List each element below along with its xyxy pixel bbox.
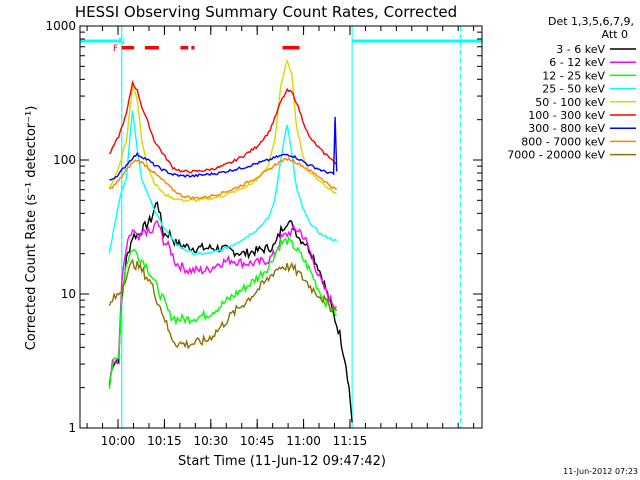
series-line bbox=[108, 235, 337, 390]
x-tick-label: 11:00 bbox=[286, 434, 321, 448]
legend-label: 800 - 7000 keV bbox=[521, 135, 605, 148]
x-axis-label: Start Time (11-Jun-12 09:47:42) bbox=[178, 454, 386, 469]
legend-label: 50 - 100 keV bbox=[535, 96, 605, 109]
flag-letter-F: F bbox=[113, 44, 118, 54]
flag-letter-N: N bbox=[118, 37, 125, 47]
svg-text:Corrected Count Rate (s⁻¹ dete: Corrected Count Rate (s⁻¹ detector⁻¹) bbox=[24, 106, 39, 351]
plot-frame bbox=[79, 25, 483, 429]
legend-label: 7000 - 20000 keV bbox=[507, 149, 605, 162]
series-line bbox=[108, 220, 337, 387]
x-tick-label: 10:00 bbox=[101, 434, 136, 448]
flare-flag-bar bbox=[144, 46, 159, 50]
x-tick-label: 11:15 bbox=[333, 434, 368, 448]
series-line bbox=[109, 116, 338, 181]
flare-flag-bar bbox=[191, 46, 195, 50]
legend-label: 3 - 6 keV bbox=[556, 43, 605, 56]
series-lines bbox=[108, 59, 353, 423]
legend-header-line2: Att 0 bbox=[602, 28, 628, 41]
legend-header-line1: Det 1,3,5,6,7,9, bbox=[548, 15, 634, 28]
series-line bbox=[108, 201, 353, 423]
night-interval-bar bbox=[80, 39, 122, 43]
night-interval-bar bbox=[352, 39, 482, 43]
legend-label: 300 - 800 keV bbox=[528, 122, 605, 135]
axis-ticks: 1 10 100 1000 10:00 10:15 10:30 10:45 11:00 11:15 bbox=[45, 19, 482, 448]
series-line bbox=[108, 79, 338, 174]
flare-flag-bar bbox=[282, 46, 300, 50]
y-tick-label: 10 bbox=[61, 287, 76, 301]
legend-label: 6 - 12 keV bbox=[549, 56, 605, 69]
x-tick-label: 10:45 bbox=[240, 434, 275, 448]
x-tick-label: 10:15 bbox=[147, 434, 182, 448]
y-tick-label: 1000 bbox=[45, 19, 76, 33]
series-line bbox=[108, 110, 338, 256]
flag-overlays: FN bbox=[80, 26, 482, 428]
y-tick-label: 1 bbox=[68, 421, 76, 435]
footer-date: 11-Jun-2012 07:23 bbox=[563, 467, 638, 476]
legend-label: 100 - 300 keV bbox=[528, 109, 605, 122]
legend-label: 12 - 25 keV bbox=[542, 69, 605, 82]
y-tick-label: 100 bbox=[53, 153, 76, 167]
x-tick-label: 10:30 bbox=[194, 434, 229, 448]
y-axis-label: Corrected Count Rate (s⁻¹ detector⁻¹) bbox=[24, 106, 39, 351]
flare-flag-bar bbox=[180, 46, 189, 50]
flare-flag-bar bbox=[121, 46, 135, 50]
series-line bbox=[108, 157, 338, 200]
chart-title: HESSI Observing Summary Count Rates, Cor… bbox=[75, 3, 457, 21]
legend-label: 25 - 50 keV bbox=[542, 83, 605, 96]
series-line bbox=[108, 59, 338, 203]
series-line bbox=[108, 258, 338, 350]
